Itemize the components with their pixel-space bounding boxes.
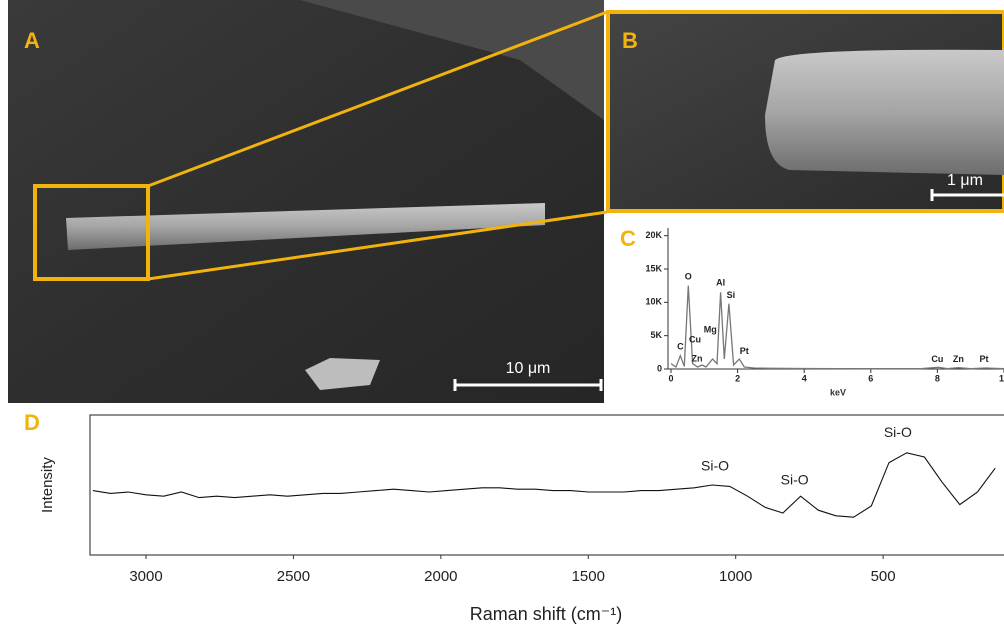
scale-bar-label: 10 μm: [506, 360, 551, 377]
peak-label: Zn: [691, 353, 702, 363]
peak-label: Cu: [689, 335, 701, 345]
scale-bar-label: 1 μm: [947, 172, 983, 189]
sem-surface: [300, 0, 604, 120]
peak-label: Si-O: [781, 472, 809, 488]
peak-label: Si: [727, 290, 736, 300]
x-axis-label: keV: [830, 387, 846, 397]
x-tick-label: 10: [999, 373, 1004, 383]
sem-rod: [765, 49, 1004, 175]
zoom-box: [33, 184, 150, 281]
sem-image-a: [8, 0, 604, 403]
peak-label: Pt: [740, 346, 749, 356]
y-axis-label: Intensity: [39, 457, 56, 513]
x-tick-label: 2000: [424, 568, 457, 585]
x-tick-label: 0: [668, 373, 673, 383]
peak-label: Mg: [704, 325, 717, 335]
zoom-line: [147, 210, 608, 281]
y-tick-label: 0: [657, 363, 662, 373]
peak-label: Al: [716, 277, 725, 287]
panel-label: C: [620, 226, 636, 251]
x-tick-label: 6: [868, 373, 873, 383]
sem-particle: [305, 358, 380, 390]
peak-label: Si-O: [884, 424, 912, 440]
x-tick-label: 1000: [719, 568, 752, 585]
panel-label: B: [622, 28, 638, 53]
plot-frame: [89, 414, 1004, 556]
x-tick-label: 8: [935, 373, 940, 383]
x-tick-label: 2500: [277, 568, 310, 585]
sem-rod: [66, 203, 545, 250]
peak-label: Si-O: [701, 458, 729, 474]
zoom-line: [147, 10, 608, 188]
x-tick-label: 1500: [572, 568, 605, 585]
y-tick-label: 15K: [645, 263, 662, 273]
x-axis-label: Raman shift (cm⁻¹): [470, 604, 623, 624]
x-tick-label: 4: [802, 373, 807, 383]
peak-label: Cu: [931, 354, 943, 364]
spectrum-line: [92, 452, 996, 518]
y-tick-label: 20K: [645, 230, 662, 240]
y-tick-label: 10K: [645, 297, 662, 307]
peak-label: C: [677, 341, 684, 351]
x-tick-label: 3000: [129, 568, 162, 585]
peak-label: Pt: [980, 354, 989, 364]
x-tick-label: 500: [871, 568, 896, 585]
peak-label: O: [685, 271, 692, 281]
spectrum-line: [670, 285, 1004, 370]
y-tick-label: 5K: [650, 330, 662, 340]
panel-label: A: [24, 28, 40, 53]
panel-label: D: [24, 410, 40, 435]
x-tick-label: 2: [735, 373, 740, 383]
peak-label: Zn: [953, 354, 964, 364]
